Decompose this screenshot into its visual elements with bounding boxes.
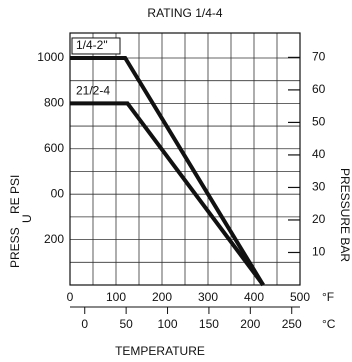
x-axis-label: TEMPERATURE: [115, 344, 205, 358]
y-axis-label: RE PSI: [8, 175, 22, 214]
chart-title: RATING 1/4-4: [147, 6, 222, 20]
y2-tick-label: 20: [312, 212, 326, 226]
y-axis-label: PRESS: [8, 227, 22, 268]
legend-label: 21/2-4: [76, 84, 110, 98]
x2-tick-label: 0: [81, 317, 88, 331]
plot-frame: [69, 32, 301, 286]
x2-unit: °C: [322, 317, 336, 331]
y2-axis-label: PRESSURE BAR: [338, 168, 352, 262]
x-tick-label: 100: [106, 290, 126, 304]
legend-box: [71, 37, 121, 55]
x2-tick-label: 250: [282, 317, 302, 331]
legend-label: 1/4-2": [76, 38, 108, 52]
y-tick-label: 1000: [37, 50, 64, 64]
x-unit: °F: [322, 290, 334, 304]
y2-tick-label: 40: [312, 147, 326, 161]
x2-tick-label: 200: [240, 317, 260, 331]
series-line: [70, 55, 265, 287]
y-tick-label: 200: [44, 232, 64, 246]
x2-tick-label: 150: [199, 317, 219, 331]
y-tick-label: 00: [51, 186, 65, 200]
x-tick-label: 200: [152, 290, 172, 304]
y-axis-label: U: [20, 214, 34, 223]
x2-tick-label: 100: [158, 317, 178, 331]
x-tick-label: 300: [198, 290, 218, 304]
y2-tick-label: 50: [312, 115, 326, 129]
y-tick-label: 600: [44, 141, 64, 155]
series-line: [70, 101, 265, 287]
x-tick-label: 500: [290, 290, 310, 304]
x-tick-label: 400: [244, 290, 264, 304]
y2-tick-label: 30: [312, 180, 326, 194]
x2-tick-label: 50: [119, 317, 133, 331]
y-tick-label: 800: [44, 96, 64, 110]
x-tick-label: 0: [67, 290, 74, 304]
y2-tick-label: 10: [312, 245, 326, 259]
y2-tick-label: 60: [312, 82, 326, 96]
y2-tick-label: 70: [312, 50, 326, 64]
